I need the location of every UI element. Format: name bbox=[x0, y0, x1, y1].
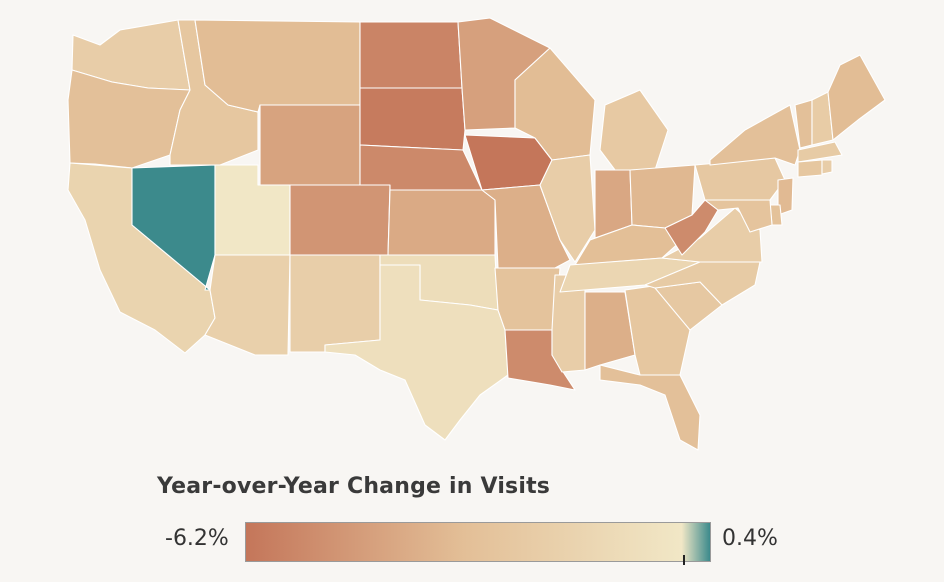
state-illinois[interactable] bbox=[539, 154, 596, 263]
state-pennsylvania[interactable] bbox=[694, 157, 786, 201]
state-maryland[interactable] bbox=[704, 199, 773, 233]
state-new-york[interactable] bbox=[709, 104, 801, 166]
legend-min-label: -6.2% bbox=[165, 526, 229, 551]
us-choropleth-map bbox=[67, 17, 886, 451]
legend-max-label: 0.4% bbox=[722, 526, 778, 551]
legend-zero-marker bbox=[683, 555, 685, 565]
state-arizona[interactable] bbox=[204, 254, 291, 356]
state-north-dakota[interactable] bbox=[359, 21, 463, 89]
state-south-dakota[interactable] bbox=[359, 87, 466, 151]
state-texas[interactable] bbox=[324, 264, 509, 441]
state-florida[interactable] bbox=[599, 364, 701, 451]
state-massachusetts[interactable] bbox=[797, 141, 843, 163]
state-maine[interactable] bbox=[827, 54, 886, 141]
state-nebraska[interactable] bbox=[359, 144, 483, 191]
state-montana[interactable] bbox=[194, 19, 361, 113]
state-rhode-island[interactable] bbox=[821, 159, 833, 175]
legend-title: Year-over-Year Change in Visits bbox=[157, 474, 551, 499]
state-michigan[interactable] bbox=[599, 89, 669, 171]
state-arkansas[interactable] bbox=[494, 267, 561, 331]
state-new-jersey[interactable] bbox=[777, 177, 794, 216]
state-wyoming[interactable] bbox=[259, 104, 361, 186]
legend-color-scale bbox=[245, 522, 711, 562]
state-new-mexico[interactable] bbox=[289, 254, 381, 353]
state-colorado[interactable] bbox=[289, 184, 391, 256]
state-kansas[interactable] bbox=[387, 189, 496, 256]
state-alabama[interactable] bbox=[584, 291, 636, 371]
state-connecticut[interactable] bbox=[797, 159, 823, 178]
